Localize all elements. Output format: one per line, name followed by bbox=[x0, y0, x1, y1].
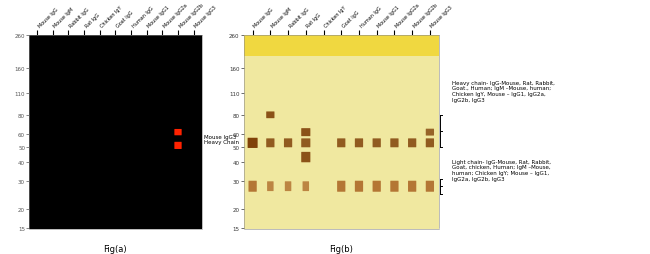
Text: Heavy chain- IgG-Mouse, Rat, Rabbit,
Goat., Human; IgM –Mouse, human;
Chicken Ig: Heavy chain- IgG-Mouse, Rat, Rabbit, Goa… bbox=[452, 80, 554, 103]
FancyBboxPatch shape bbox=[426, 139, 434, 148]
FancyBboxPatch shape bbox=[372, 181, 381, 192]
FancyBboxPatch shape bbox=[355, 181, 363, 192]
Text: Mouse IgG3
Heavy Chain: Mouse IgG3 Heavy Chain bbox=[204, 134, 239, 145]
FancyBboxPatch shape bbox=[337, 139, 345, 148]
Text: Fig(a): Fig(a) bbox=[103, 245, 127, 253]
FancyBboxPatch shape bbox=[248, 138, 257, 148]
FancyBboxPatch shape bbox=[174, 130, 181, 136]
FancyBboxPatch shape bbox=[266, 112, 274, 119]
FancyBboxPatch shape bbox=[301, 129, 310, 137]
FancyBboxPatch shape bbox=[266, 139, 274, 148]
FancyBboxPatch shape bbox=[285, 182, 291, 191]
FancyBboxPatch shape bbox=[426, 129, 434, 136]
FancyBboxPatch shape bbox=[408, 181, 416, 192]
FancyBboxPatch shape bbox=[302, 182, 309, 191]
FancyBboxPatch shape bbox=[337, 181, 345, 192]
Bar bbox=[244, 36, 439, 57]
FancyBboxPatch shape bbox=[284, 139, 292, 148]
FancyBboxPatch shape bbox=[248, 181, 257, 192]
FancyBboxPatch shape bbox=[301, 139, 310, 148]
Text: Fig(b): Fig(b) bbox=[330, 245, 353, 253]
FancyBboxPatch shape bbox=[408, 139, 416, 148]
FancyBboxPatch shape bbox=[426, 181, 434, 192]
FancyBboxPatch shape bbox=[390, 181, 398, 192]
FancyBboxPatch shape bbox=[372, 139, 381, 148]
FancyBboxPatch shape bbox=[174, 142, 181, 149]
FancyBboxPatch shape bbox=[301, 152, 310, 163]
FancyBboxPatch shape bbox=[267, 182, 274, 191]
FancyBboxPatch shape bbox=[355, 139, 363, 148]
Text: Light chain- IgG-Mouse, Rat, Rabbit,
Goat, chicken, Human; IgM –Mouse,
human; Ch: Light chain- IgG-Mouse, Rat, Rabbit, Goa… bbox=[452, 159, 551, 181]
FancyBboxPatch shape bbox=[390, 139, 398, 148]
